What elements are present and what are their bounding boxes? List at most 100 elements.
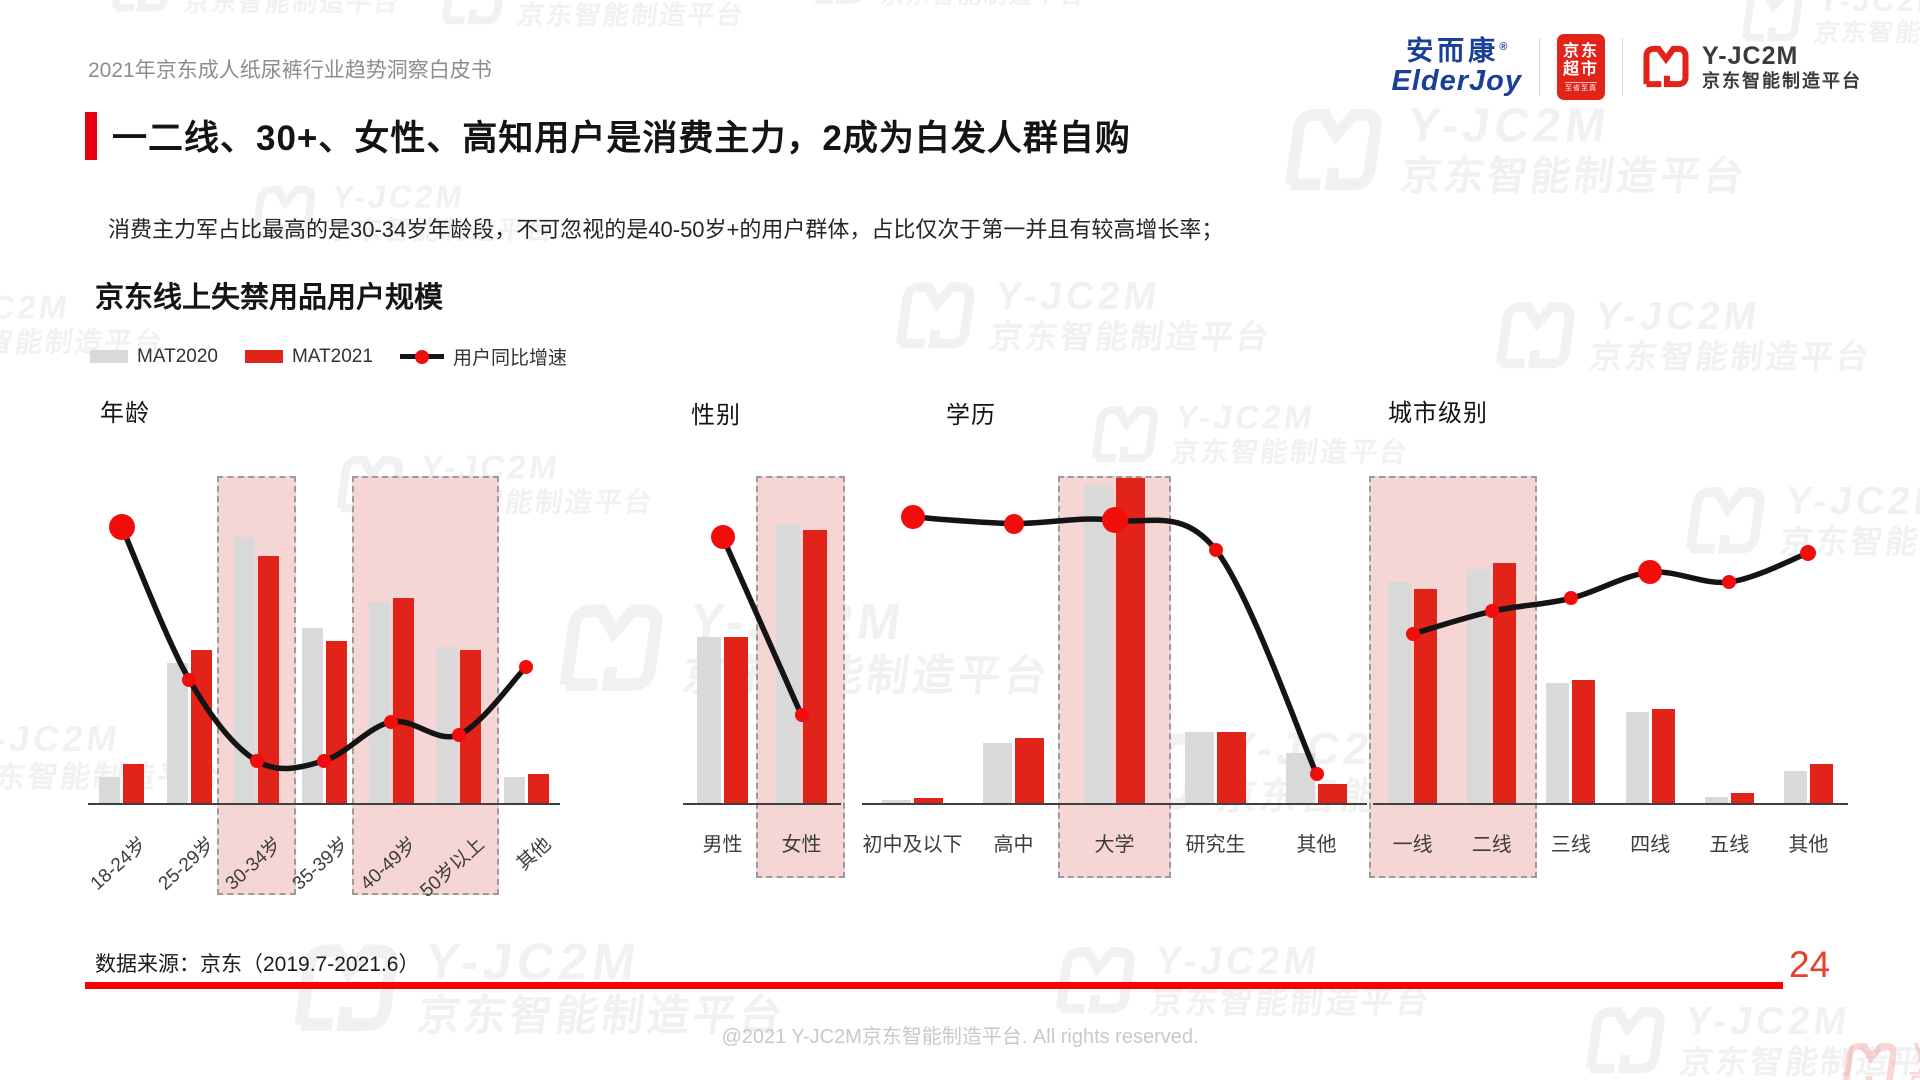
bar-mat2020 xyxy=(983,742,1012,803)
legend-item-growth: 用户同比增速 xyxy=(399,343,567,370)
growth-point xyxy=(794,708,809,723)
watermark-text: 京东智能制造平台 xyxy=(1147,983,1434,1021)
elderjoy-logo: 安而康® ElderJoy xyxy=(1392,36,1523,97)
watermark-logo-icon xyxy=(107,0,179,15)
bar-mat2021 xyxy=(1318,783,1347,803)
x-axis-label: 研究生 xyxy=(1185,834,1246,856)
bar-mat2020 xyxy=(1704,796,1728,803)
watermark-text: 京东智能制造平台 xyxy=(1397,153,1750,199)
highlight-box xyxy=(756,476,845,878)
bar-mat2021 xyxy=(123,764,145,803)
watermark-text: 京东智能制造平台 xyxy=(182,0,403,17)
bar-mat2021 xyxy=(392,598,414,803)
bar-mat2021 xyxy=(1572,679,1596,803)
legend-swatch-mat2020 xyxy=(90,350,128,363)
growth-point xyxy=(1484,604,1499,619)
x-axis-label: 其他 xyxy=(513,833,556,875)
bar-mat2020 xyxy=(503,777,525,803)
growth-point xyxy=(1208,542,1223,557)
bar-mat2020 xyxy=(697,637,721,803)
page-subtitle: 消费主力军占比最高的是30-34岁年龄段，不可忽视的是40-50岁+的用户群体，… xyxy=(108,217,1224,242)
logo-strip: 安而康® ElderJoy 京东 超市 至省至真 Y-JC2M 京东智能制造平台 xyxy=(1392,32,1863,102)
growth-point xyxy=(108,513,135,540)
bar-mat2021 xyxy=(1217,731,1246,803)
growth-point xyxy=(1800,544,1817,561)
x-axis-label: 高中 xyxy=(993,834,1034,856)
watermark: Y-JC2M京东智能制造平台 xyxy=(807,0,1093,9)
watermark-text: 京东智能制造平台 xyxy=(879,0,1088,9)
x-axis-label: 其他 xyxy=(1296,834,1337,856)
growth-point xyxy=(1563,591,1578,606)
watermark-text: 京东智能制造平台 xyxy=(1906,1068,1920,1080)
gender-chart: 男性 女性 xyxy=(683,476,845,878)
bar-mat2021 xyxy=(1809,764,1833,803)
bar-mat2020 xyxy=(776,523,800,803)
growth-point xyxy=(1405,627,1420,641)
education-chart: 初中及以下 高中 大学 研究生 其他 xyxy=(862,476,1367,878)
x-axis-label: 初中及以下 xyxy=(862,834,963,856)
city-tier-chart: 一线 二线 三线 四线 五线 其他 xyxy=(1369,476,1848,878)
x-axis xyxy=(862,803,1367,805)
age-chart: 18-24岁 25-29岁 30-34岁 35-39岁 40-49岁 50岁以上 其他 xyxy=(87,476,560,902)
watermark-text: 京东智能制造平台 xyxy=(987,318,1274,356)
title-row: 一二线、30+、女性、高知用户是消费主力，2成为白发人群自购 xyxy=(85,110,1131,161)
bar-mat2021 xyxy=(1651,708,1675,803)
x-axis-label: 女性 xyxy=(781,834,822,856)
bar-mat2021 xyxy=(803,530,827,803)
bar-mat2021 xyxy=(1414,588,1438,803)
watermark-logo-icon xyxy=(1086,402,1165,466)
page-title: 一二线、30+、女性、高知用户是消费主力，2成为白发人群自购 xyxy=(112,119,1131,158)
watermark-text: 京东智能制造平台 xyxy=(515,0,747,30)
legend-label-mat2020: MAT2020 xyxy=(137,345,218,367)
watermark-logo-icon xyxy=(889,277,983,352)
bar-mat2021 xyxy=(914,798,943,803)
watermark-logo-icon xyxy=(436,0,512,28)
watermark-brand: Y-JC2M xyxy=(1592,295,1764,338)
registered-mark: ® xyxy=(1499,40,1508,53)
growth-point xyxy=(317,753,331,768)
x-axis-label: 25-29岁 xyxy=(154,833,219,895)
x-axis-label: 大学 xyxy=(1094,834,1135,856)
legend-line-sample xyxy=(399,349,444,364)
data-source-note: 数据来源：京东（2019.7-2021.6） xyxy=(95,953,420,976)
watermark-brand: Y-JC2M xyxy=(1152,940,1324,983)
bar-mat2020 xyxy=(882,799,911,803)
x-axis xyxy=(683,803,841,805)
x-axis xyxy=(1373,803,1848,805)
bar-mat2020 xyxy=(1185,731,1214,803)
title-accent-bar xyxy=(85,111,97,160)
watermark-brand: Y-JC2M xyxy=(1816,0,1920,18)
bar-mat2020 xyxy=(1783,770,1807,803)
watermark-logo-icon xyxy=(1489,297,1583,372)
x-axis-label: 三线 xyxy=(1550,834,1591,856)
bar-mat2021 xyxy=(527,773,549,803)
watermark-brand: Y-JC2M xyxy=(1404,100,1614,153)
growth-point xyxy=(1101,507,1128,534)
growth-point xyxy=(182,672,197,687)
bar-mat2020 xyxy=(368,601,390,803)
yjc2m-logo: Y-JC2M 京东智能制造平台 xyxy=(1640,42,1862,93)
logo-divider xyxy=(1539,38,1540,96)
city-tier-chart-title: 城市级别 xyxy=(1388,400,1488,427)
legend-swatch-mat2021 xyxy=(244,350,283,363)
yjc2m-logo-icon xyxy=(1640,43,1692,90)
growth-point xyxy=(1309,766,1324,781)
growth-point xyxy=(1638,560,1663,585)
education-chart-title: 学历 xyxy=(946,402,996,429)
growth-point xyxy=(1003,513,1024,534)
bar-mat2021 xyxy=(1493,562,1517,803)
age-chart-title: 年龄 xyxy=(100,400,150,427)
gender-chart-title: 性别 xyxy=(691,402,741,429)
growth-point xyxy=(519,659,534,674)
growth-point xyxy=(451,727,466,742)
x-axis-label: 二线 xyxy=(1471,834,1512,856)
growth-point xyxy=(384,714,399,729)
x-axis-label: 一线 xyxy=(1392,834,1433,856)
legend-dot-icon xyxy=(414,349,429,364)
watermark-logo-icon xyxy=(807,0,876,7)
